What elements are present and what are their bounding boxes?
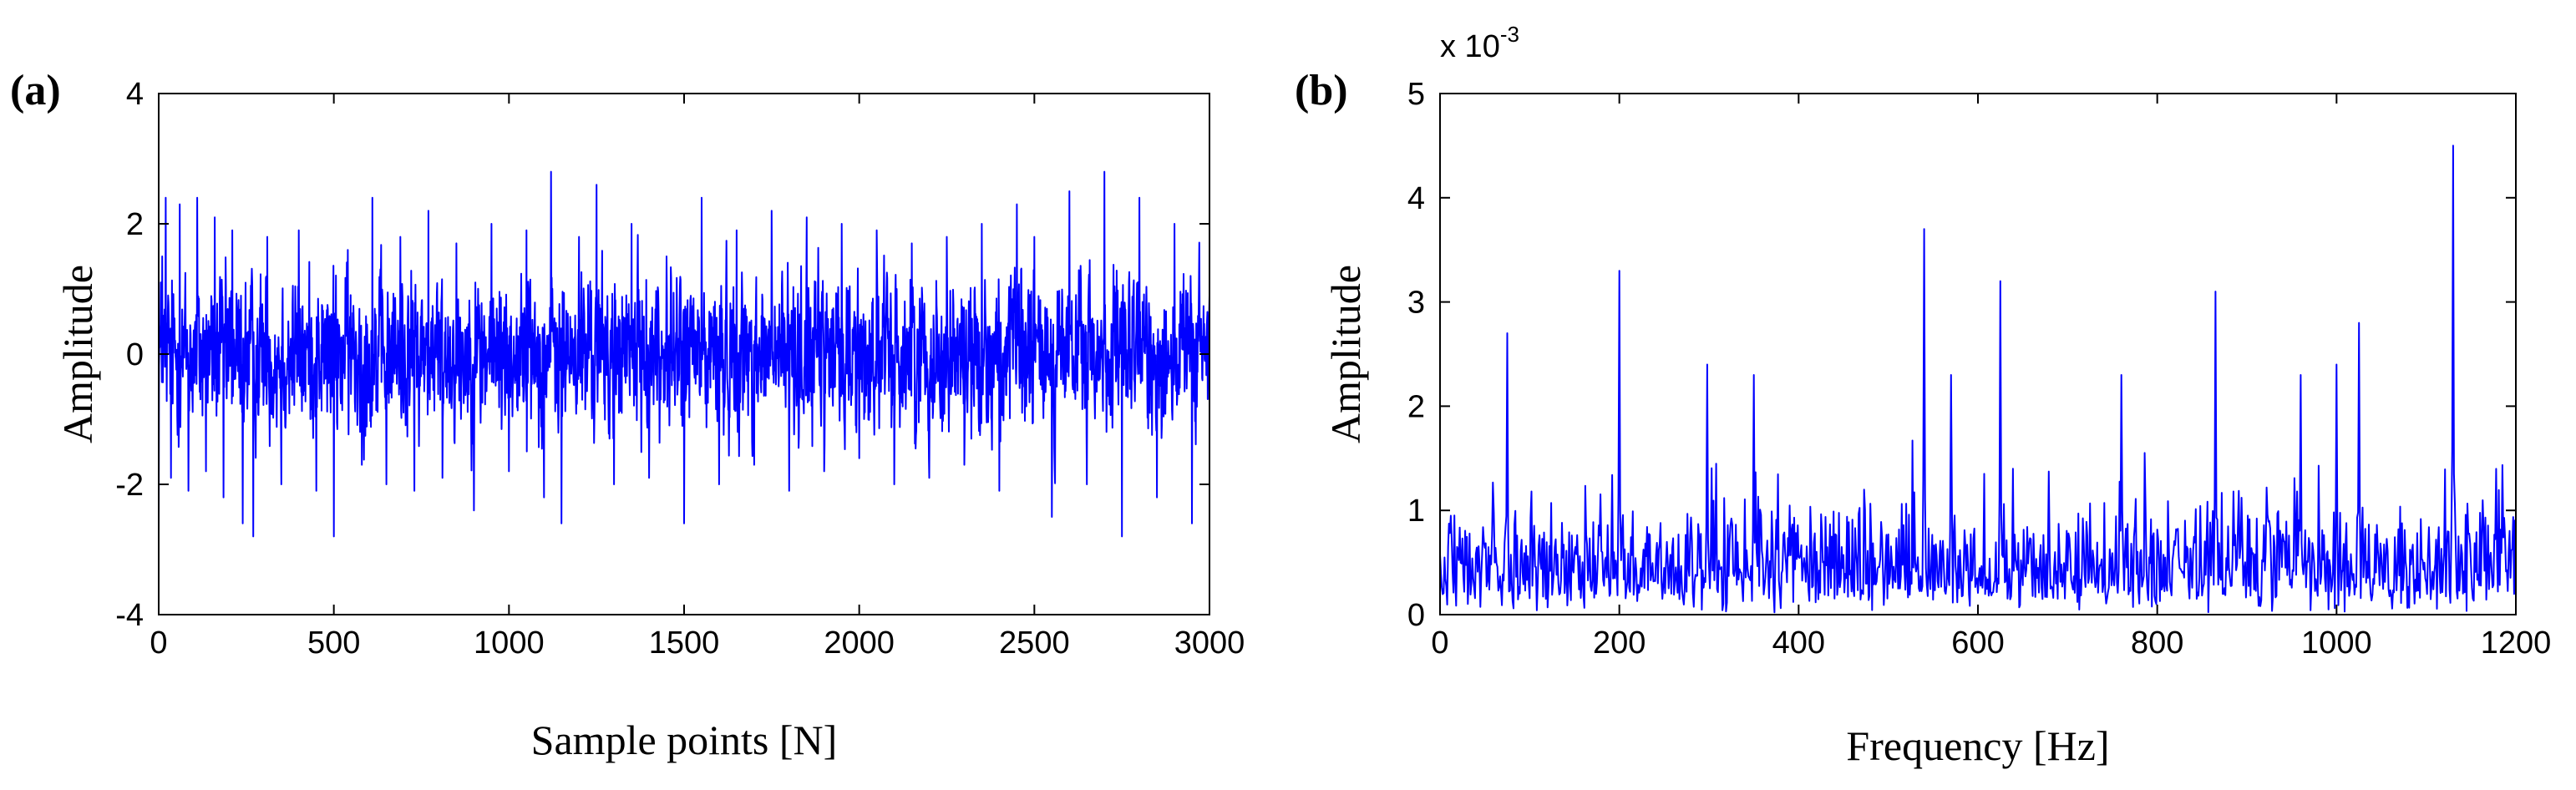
panel-a-x-ticks: 0 500 1000 1500 2000 2500 3000 xyxy=(150,94,1245,661)
panel-b-x-tick-label: 1200 xyxy=(2481,625,2552,661)
panel-b-x-ticks: 0 200 400 600 800 1000 1200 xyxy=(1431,94,2551,661)
panel-a-y-ticks: -4 -2 0 2 4 xyxy=(115,77,1209,633)
panel-b-x-tick-label: 400 xyxy=(1772,625,1825,661)
panel-b-y-tick-label: 3 xyxy=(1407,286,1425,321)
panel-a-x-tick-label: 2000 xyxy=(824,625,895,661)
panel-b-y-tick-label: 5 xyxy=(1407,77,1425,112)
panel-b-y-tick-label: 1 xyxy=(1407,494,1425,529)
panel-b-y-ticks: 0 1 2 3 4 5 xyxy=(1407,77,2516,633)
panel-a: (a) 0 500 1000 1500 2000 2500 3000 -4 -2 0 2 4 Sam… xyxy=(10,67,1245,763)
panel-a-x-tick-label: 2500 xyxy=(999,625,1070,661)
panel-a-x-tick-label: 500 xyxy=(307,625,360,661)
panel-b-x-tick-label: 600 xyxy=(1951,625,2004,661)
panel-a-y-tick-label: 4 xyxy=(126,77,144,112)
panel-a-label: (a) xyxy=(10,67,61,114)
panel-a-series xyxy=(159,170,1209,538)
panel-a-x-tick-label: 1000 xyxy=(474,625,545,661)
panel-b-y-tick-label: 0 xyxy=(1407,598,1425,633)
panel-b-series xyxy=(1440,144,2516,614)
panel-a-signal-line xyxy=(159,170,1209,538)
panel-b-y-tick-label: 4 xyxy=(1407,181,1425,216)
panel-a-y-tick-label: 0 xyxy=(126,337,144,372)
panel-a-y-tick-label: -4 xyxy=(115,598,144,633)
panel-b-y-tick-label: 2 xyxy=(1407,389,1425,424)
panel-a-x-tick-label: 3000 xyxy=(1174,625,1245,661)
panel-a-x-tick-label: 0 xyxy=(150,625,167,661)
panel-b-multiplier-base: x 10 xyxy=(1440,29,1500,64)
panel-a-y-axis-label: Amplitude xyxy=(54,265,101,443)
panel-a-y-tick-label: -2 xyxy=(115,468,144,503)
panel-b-label: (b) xyxy=(1295,67,1348,114)
panel-b-signal-line xyxy=(1440,144,2516,614)
panel-a-x-axis-label: Sample points [N] xyxy=(531,717,838,763)
panel-b-x-axis-label: Frequency [Hz] xyxy=(1846,722,2109,769)
panel-b-multiplier-exponent: -3 xyxy=(1500,22,1519,47)
panel-b-axis-multiplier: x 10-3 xyxy=(1440,22,1519,64)
panel-b-x-tick-label: 800 xyxy=(2131,625,2183,661)
panel-b-y-axis-label: Amplitude xyxy=(1322,265,1369,443)
panel-b-x-tick-label: 1000 xyxy=(2301,625,2372,661)
panel-b-x-tick-label: 200 xyxy=(1593,625,1645,661)
panel-a-x-tick-label: 1500 xyxy=(649,625,720,661)
panel-a-y-tick-label: 2 xyxy=(126,207,144,242)
panel-b-x-tick-label: 0 xyxy=(1431,625,1448,661)
